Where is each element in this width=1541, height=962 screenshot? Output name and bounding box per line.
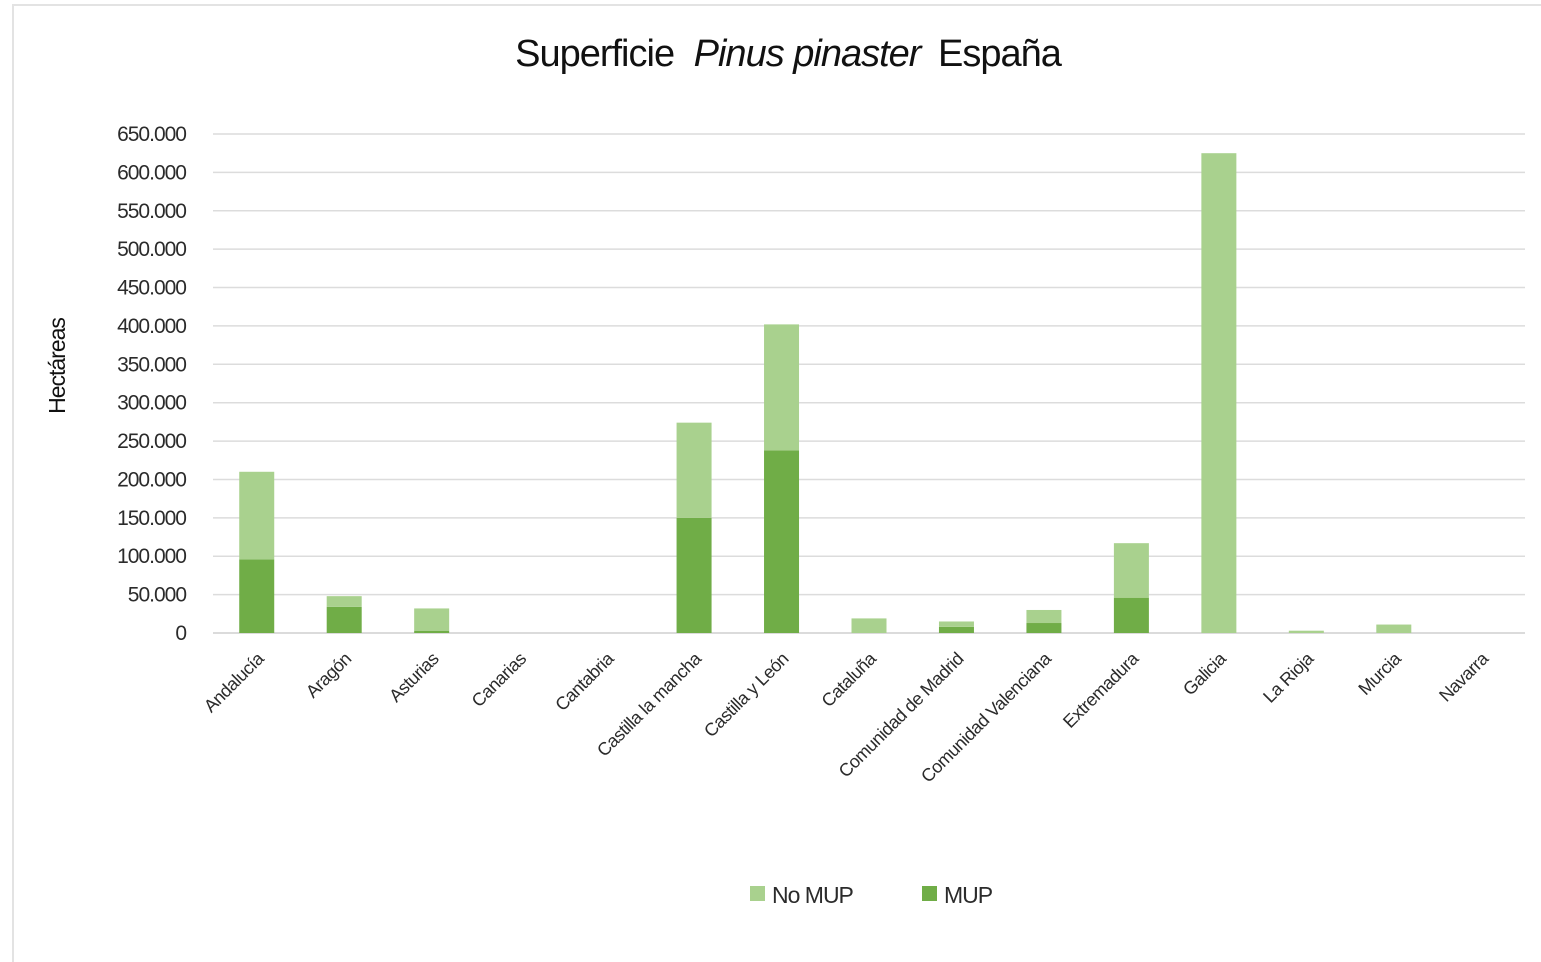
y-tick-label: 450.000: [117, 277, 186, 300]
x-tick-label: Cantabria: [551, 648, 618, 715]
chart-title: Superficie Pinus pinaster España: [515, 33, 1063, 75]
x-tick-label: Asturias: [385, 648, 443, 706]
y-tick-label: 600.000: [117, 161, 186, 184]
bar-segment-no-mup: [1376, 624, 1412, 633]
y-axis-tick-labels: 0 50.000 100.000 150.000 200.000 250.000 300.0…: [117, 123, 187, 645]
x-tick-label: Murcia: [1354, 648, 1405, 699]
bar-segment-no-mup: [1113, 543, 1149, 598]
y-tick-label: 0: [175, 622, 186, 645]
bar-segment-no-mup: [764, 324, 800, 451]
legend-swatch: [922, 886, 937, 901]
bars: [239, 153, 1412, 633]
bar-segment-no-mup: [326, 596, 362, 607]
bar-segment-mup: [1113, 597, 1149, 633]
legend-label: MUP: [944, 882, 993, 908]
x-axis-tick-labels: Andalucía Aragón Asturias Canarias Cantabria…: [200, 648, 1493, 787]
bar-segment-no-mup: [1026, 609, 1062, 624]
legend-label: No MUP: [772, 882, 854, 908]
bar-segment-no-mup: [1201, 153, 1237, 633]
x-tick-label: Aragón: [302, 649, 355, 702]
chart-title-species: Pinus pinaster: [694, 33, 923, 75]
bar-segment-no-mup: [239, 471, 275, 560]
y-tick-label: 150.000: [117, 507, 186, 530]
y-tick-label: 550.000: [117, 200, 186, 223]
bar-segment-mup: [676, 517, 712, 633]
legend: No MUP MUP: [750, 882, 994, 908]
x-tick-label: Galicia: [1179, 648, 1231, 700]
x-tick-label: Cataluña: [818, 648, 881, 711]
bar-segment-mup: [938, 626, 974, 633]
y-axis-title: Hectáreas: [44, 318, 70, 414]
bar-segment-no-mup: [938, 621, 974, 627]
y-tick-label: 400.000: [117, 315, 186, 338]
y-tick-label: 650.000: [117, 123, 186, 146]
y-tick-label: 250.000: [117, 430, 186, 453]
bar-segment-mup: [239, 559, 275, 633]
bar-segment-mup: [1026, 623, 1062, 633]
chart-frame: [12, 4, 1541, 962]
bar-segment-no-mup: [676, 422, 712, 518]
x-tick-label: La Rioja: [1259, 648, 1318, 707]
y-tick-label: 200.000: [117, 468, 186, 491]
bar-segment-mup: [414, 630, 450, 633]
y-tick-label: 500.000: [117, 238, 186, 261]
gridlines: [213, 133, 1525, 634]
x-tick-label: Castilla y León: [700, 649, 792, 741]
y-tick-label: 100.000: [117, 545, 186, 568]
y-tick-label: 300.000: [117, 392, 186, 415]
chart-title-suffix: España: [938, 33, 1063, 75]
bar-segment-no-mup: [1288, 630, 1324, 633]
x-tick-label: Canarias: [468, 648, 531, 711]
chart-title-prefix: Superficie: [515, 33, 674, 75]
x-tick-label: Navarra: [1435, 648, 1493, 706]
y-tick-label: 350.000: [117, 353, 186, 376]
bar-segment-no-mup: [851, 618, 887, 633]
x-tick-label: Extremadura: [1059, 648, 1143, 732]
bar-segment-mup: [326, 606, 362, 633]
bar-segment-no-mup: [414, 608, 450, 631]
bar-segment-mup: [764, 450, 800, 633]
y-tick-label: 50.000: [128, 584, 187, 607]
legend-swatch: [750, 886, 765, 901]
x-tick-label: Andalucía: [200, 648, 269, 717]
